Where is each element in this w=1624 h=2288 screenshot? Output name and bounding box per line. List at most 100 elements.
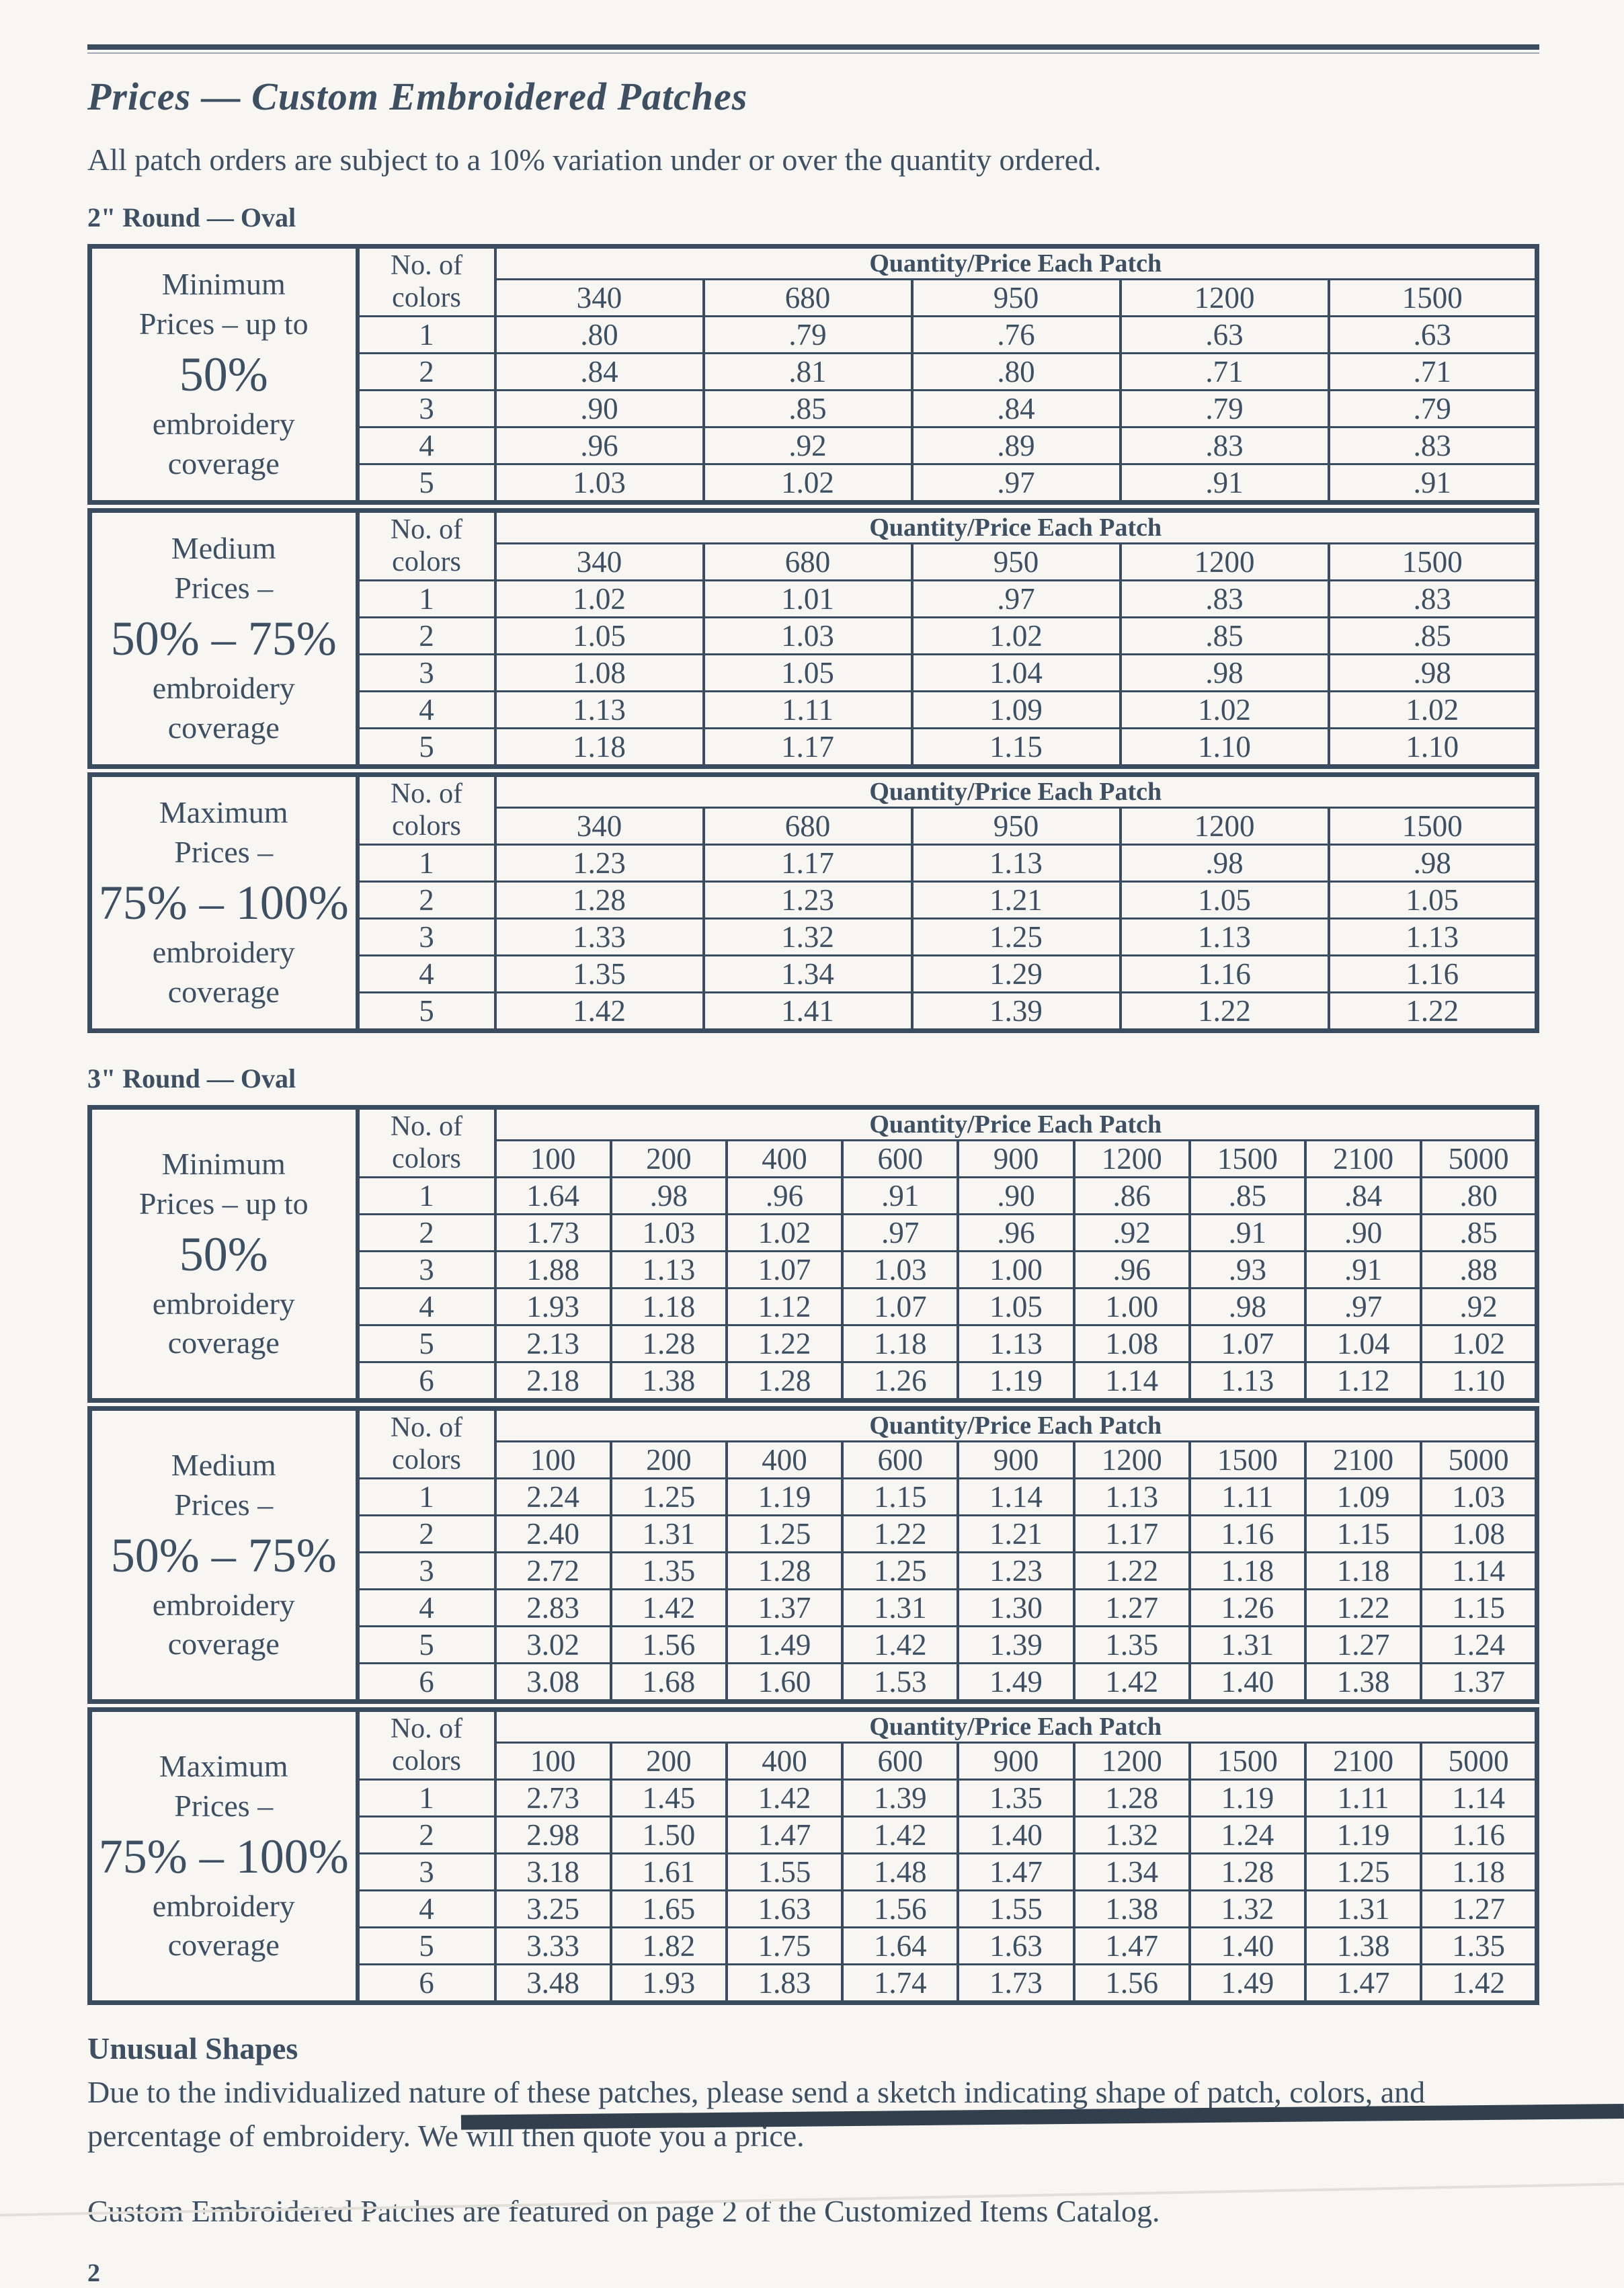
- price-value: 1.35: [1072, 1625, 1191, 1664]
- quantity-tier: 400: [725, 1139, 844, 1178]
- quantity-tier-row: 100 200 400 600 900 1200 1500 2100 5000: [90, 1139, 1539, 1178]
- price-value: 1.02: [1119, 690, 1330, 729]
- color-count: 2: [356, 616, 497, 655]
- price-value: .84: [910, 389, 1122, 428]
- price-value: 1.38: [1304, 1926, 1423, 1965]
- price-value: 1.48: [841, 1852, 960, 1891]
- price-value: 1.39: [910, 991, 1122, 1032]
- price-value: 1.61: [609, 1852, 728, 1891]
- price-value: 1.12: [725, 1287, 844, 1326]
- quantity-price-header: Quantity/Price Each Patch: [494, 774, 1538, 809]
- price-value: .98: [1119, 844, 1330, 883]
- quantity-tier: 600: [841, 1742, 960, 1781]
- quantity-tier: 1200: [1119, 278, 1330, 317]
- price-value: .88: [1420, 1250, 1539, 1289]
- unusual-shapes-heading: Unusual Shapes: [87, 2031, 298, 2066]
- color-count: 2: [356, 1514, 497, 1553]
- price-row: 2.84.81.80.71.71: [90, 352, 1539, 391]
- price-value: 1.29: [910, 954, 1122, 993]
- price-row: 6 2.18 1.38 1.28 1.26 1.19 1.14 1.13 1.12 1.10: [90, 1361, 1539, 1401]
- section-1: 2" Round — Oval Minimum Prices – up to 50% e…: [87, 202, 1539, 1033]
- price-row: 5 1.03 1.02.97.91.91: [90, 463, 1539, 503]
- price-value: 1.35: [1420, 1926, 1539, 1965]
- price-value: 1.25: [725, 1514, 844, 1553]
- price-value: 1.23: [957, 1551, 1075, 1590]
- price-row: 1 1.23 1.17 1.13.98.98: [90, 844, 1539, 883]
- price-value: 1.25: [841, 1551, 960, 1590]
- price-value: .91: [841, 1176, 960, 1215]
- coverage-label-line: embroidery: [152, 1587, 295, 1622]
- quantity-tier: 600: [841, 1139, 960, 1178]
- coverage-label: Maximum Prices – 75% – 100% embroidery cover…: [89, 774, 360, 1032]
- price-value: 1.49: [725, 1625, 844, 1664]
- price-value: 1.11: [702, 690, 914, 729]
- quantity-price-header: Quantity/Price Each Patch: [494, 1709, 1538, 1744]
- price-value: .92: [702, 426, 914, 465]
- price-value: 1.02: [493, 579, 705, 618]
- price-value: 1.35: [493, 954, 705, 993]
- price-value: .71: [1327, 352, 1539, 391]
- price-row: 2 1.05 1.03 1.02.85.85: [90, 616, 1539, 655]
- quantity-price-header: Quantity/Price Each Patch: [494, 1106, 1538, 1141]
- price-value: 1.53: [841, 1662, 960, 1703]
- price-value: .85: [1119, 616, 1330, 655]
- quantity-tier: 400: [725, 1742, 844, 1781]
- price-value: .71: [1119, 352, 1330, 391]
- coverage-label-line: 50%: [179, 348, 268, 401]
- price-value: 1.07: [841, 1287, 960, 1326]
- price-value: 1.35: [957, 1779, 1075, 1817]
- section-2: 3" Round — Oval Minimum Prices – up to 50% e…: [87, 1063, 1539, 2005]
- price-value: 2.18: [493, 1361, 612, 1401]
- price-value: 1.65: [609, 1889, 728, 1928]
- price-row: 2 2.40 1.31 1.25 1.22 1.21 1.17 1.16 1.15 1.08: [90, 1514, 1539, 1553]
- no-of-colors-header: No. of colors: [356, 1407, 497, 1479]
- coverage-label-line: Minimum: [161, 1146, 286, 1181]
- quantity-tier: 950: [910, 807, 1122, 846]
- price-value: 1.73: [493, 1213, 612, 1252]
- price-value: 1.22: [725, 1324, 844, 1363]
- price-value: 1.40: [1188, 1662, 1307, 1703]
- color-count: 4: [356, 1287, 497, 1326]
- price-value: 1.55: [957, 1889, 1075, 1928]
- price-value: 1.00: [1072, 1287, 1191, 1326]
- price-value: 1.55: [725, 1852, 844, 1891]
- price-value: .96: [493, 426, 705, 465]
- price-value: 1.14: [957, 1477, 1075, 1516]
- price-value: 1.42: [493, 991, 705, 1032]
- price-value: .80: [493, 315, 705, 354]
- price-value: .92: [1420, 1287, 1539, 1326]
- quantity-tier: 900: [957, 1742, 1075, 1781]
- price-value: 1.22: [1119, 991, 1330, 1032]
- price-value: 1.03: [493, 463, 705, 503]
- price-value: 1.27: [1304, 1625, 1423, 1664]
- price-value: 1.38: [609, 1361, 728, 1401]
- price-value: 1.68: [609, 1662, 728, 1703]
- no-of-colors-header: No. of colors: [356, 1709, 497, 1781]
- price-value: 1.09: [910, 690, 1122, 729]
- price-value: 1.73: [957, 1963, 1075, 2004]
- price-value: 1.13: [1188, 1361, 1307, 1401]
- price-table: Medium Prices – 50% – 75% embroidery coverag…: [87, 1406, 1539, 1704]
- price-table: Maximum Prices – 75% – 100% embroidery cover…: [87, 1707, 1539, 2005]
- price-value: 1.11: [1304, 1779, 1423, 1817]
- coverage-label-line: coverage: [167, 974, 280, 1009]
- price-value: 1.27: [1420, 1889, 1539, 1928]
- price-value: 1.34: [702, 954, 914, 993]
- price-row: 1.80.79.76.63.63: [90, 315, 1539, 354]
- price-value: 1.05: [1327, 881, 1539, 920]
- price-row: 3 3.18 1.61 1.55 1.48 1.47 1.34 1.28 1.25 1.18: [90, 1852, 1539, 1891]
- price-value: 1.18: [1188, 1551, 1307, 1590]
- coverage-label-line: 75% – 100%: [98, 876, 349, 930]
- no-of-colors-line: colors: [392, 546, 461, 577]
- price-value: 1.08: [1420, 1514, 1539, 1553]
- quantity-tier-row: 340 680 950 1200 1500: [90, 278, 1539, 317]
- price-value: .97: [910, 463, 1122, 503]
- color-count: 2: [356, 1815, 497, 1854]
- quantity-tier: 680: [702, 542, 914, 581]
- price-value: .98: [1327, 653, 1539, 692]
- coverage-label-line: Prices –: [174, 1788, 274, 1823]
- price-value: 1.39: [957, 1625, 1075, 1664]
- coverage-label-line: Minimum: [161, 267, 286, 302]
- price-value: 1.14: [1420, 1779, 1539, 1817]
- price-value: 1.19: [1304, 1815, 1423, 1854]
